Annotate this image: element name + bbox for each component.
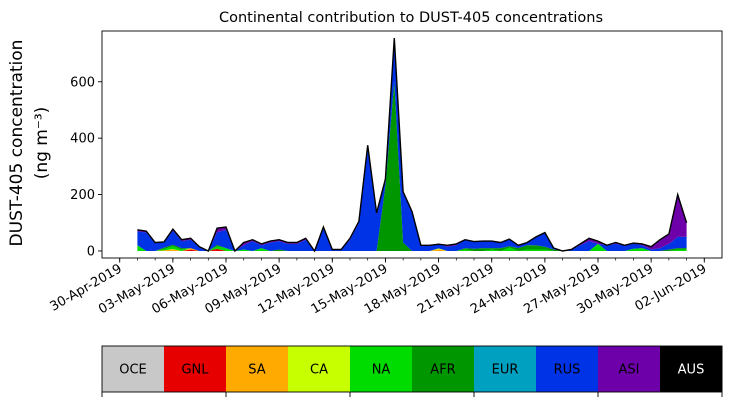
legend-label-ca: CA xyxy=(310,363,328,378)
legend-swatch-asi xyxy=(598,346,661,392)
legend-swatch-oce xyxy=(102,346,165,392)
chart-title: Continental contribution to DUST-405 con… xyxy=(219,10,603,26)
y-tick-label: 400 xyxy=(70,132,95,147)
legend-label-aus: AUS xyxy=(678,363,705,378)
y-tick-label: 200 xyxy=(70,188,95,203)
x-axis: 30-Apr-201903-May-201906-May-201909-May-… xyxy=(48,258,709,317)
y-axis-label-line1: DUST-405 concentration xyxy=(7,40,27,247)
stacked-areas xyxy=(137,38,687,251)
total-series-line xyxy=(137,37,688,253)
y-tick-label: 0 xyxy=(87,244,95,259)
legend-colorbar: OCE GNL SA CA NA AFR EUR RUS ASI AUS xyxy=(101,345,723,397)
legend-label-na: NA xyxy=(372,363,391,378)
legend-label-oce: OCE xyxy=(119,363,147,378)
legend-swatch-na xyxy=(350,346,413,392)
y-axis: 0 200 400 600 xyxy=(70,75,102,259)
legend-swatch-afr xyxy=(412,346,475,392)
y-axis-label-line2: (ng m⁻³) xyxy=(32,107,52,180)
legend-label-gnl: GNL xyxy=(181,363,209,378)
legend-swatch-gnl xyxy=(164,346,227,392)
legend-label-rus: RUS xyxy=(554,363,581,378)
legend-swatch-rus xyxy=(536,346,599,392)
legend-label-asi: ASI xyxy=(619,363,640,378)
plot-frame xyxy=(101,30,723,259)
legend-swatch-aus xyxy=(660,346,723,392)
legend-frame xyxy=(101,345,723,393)
legend-swatch-sa xyxy=(226,346,289,392)
legend-label-eur: EUR xyxy=(492,363,519,378)
legend-label-sa: SA xyxy=(248,363,265,378)
y-tick-label: 600 xyxy=(70,75,95,90)
legend-swatch-ca xyxy=(288,346,351,392)
area-gnl xyxy=(137,248,687,251)
y-axis-label: DUST-405 concentration (ng m⁻³) xyxy=(7,40,52,247)
area-na xyxy=(137,243,687,251)
legend-swatch-eur xyxy=(474,346,537,392)
legend-label-afr: AFR xyxy=(430,363,455,378)
area-rus xyxy=(137,39,687,251)
